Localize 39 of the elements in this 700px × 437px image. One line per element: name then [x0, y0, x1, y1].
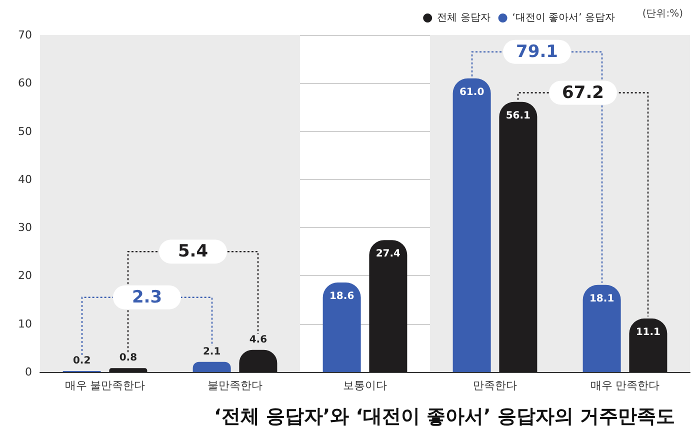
legend-label: ‘대전이 좋아서’ 응답자: [512, 12, 616, 24]
y-tick-label: 10: [18, 317, 32, 330]
x-tick-label: 만족한다: [473, 379, 517, 392]
bar: [369, 240, 408, 372]
data-label: 4.6: [249, 334, 268, 346]
x-tick-label: 매우 만족한다: [590, 379, 660, 392]
y-tick-label: 60: [18, 76, 32, 90]
data-label: 61.0: [459, 86, 484, 98]
data-label: 18.6: [329, 290, 354, 302]
bar: [582, 284, 621, 372]
bar: [629, 318, 668, 372]
y-tick-label: 20: [18, 269, 32, 282]
x-tick-label: 매우 불만족한다: [64, 379, 146, 392]
x-tick-label: 불만족한다: [208, 379, 262, 392]
y-tick-label: 40: [18, 172, 32, 186]
chart-subtitle: (단위:%): [642, 8, 684, 20]
bar: [192, 362, 231, 372]
data-label: 27.4: [376, 248, 401, 260]
bar: [499, 102, 538, 372]
annotation: 67.2: [562, 82, 604, 103]
bar: [322, 282, 361, 372]
data-label: 2.1: [202, 346, 221, 358]
data-label: 11.1: [636, 327, 661, 338]
data-label: 56.1: [506, 110, 531, 122]
bar: [109, 368, 148, 372]
bar: [452, 78, 491, 372]
legend-label: 전체 응답자: [437, 12, 490, 24]
annotation: 79.1: [516, 42, 558, 62]
y-tick-label: 50: [18, 124, 32, 138]
x-tick-label: 보통이다: [343, 379, 387, 392]
y-tick-label: 70: [18, 28, 32, 42]
y-tick-label: 30: [18, 221, 32, 234]
text: ‘전체 응답자’와 ‘대전이 좋아서’ 응답자의 거주만족도: [214, 406, 676, 428]
data-label: 18.1: [589, 293, 614, 304]
annotation: 2.3: [132, 287, 162, 308]
annotation: 5.4: [178, 242, 208, 262]
data-label: 0.2: [72, 356, 91, 367]
data-label: 0.8: [119, 352, 138, 364]
y-tick-label: 0: [25, 366, 32, 378]
